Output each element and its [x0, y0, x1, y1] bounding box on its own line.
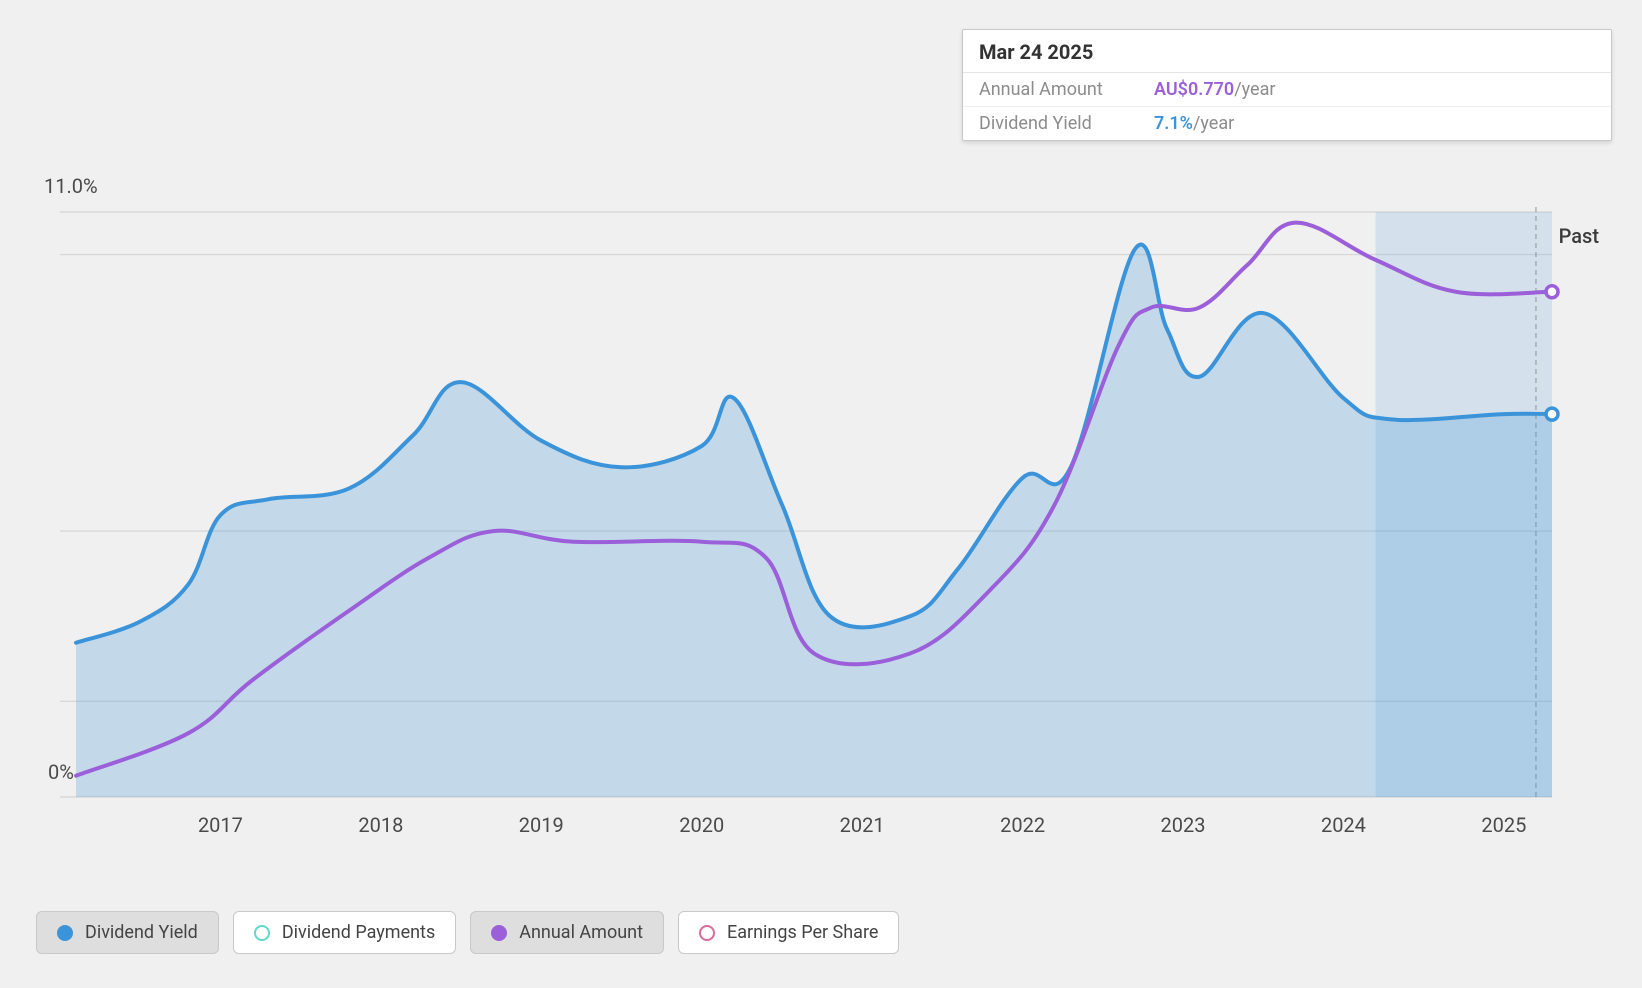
- chart-container: 2017 2018 2019 2020 2021 2022 2023 2024 2025 11.…: [0, 0, 1642, 988]
- svg-text:2024: 2024: [1321, 813, 1366, 837]
- legend-marker-icon: [699, 925, 715, 941]
- past-region-label: Past: [1559, 224, 1599, 248]
- legend-label: Earnings Per Share: [727, 922, 878, 943]
- legend-item-annual_amount[interactable]: Annual Amount: [470, 911, 664, 954]
- svg-text:2017: 2017: [198, 813, 243, 837]
- svg-text:2020: 2020: [679, 813, 724, 837]
- y-axis-min: 0%: [48, 760, 74, 784]
- legend-marker-icon: [57, 925, 73, 941]
- legend-marker-icon: [491, 925, 507, 941]
- tooltip-row-value: 7.1%/year: [1154, 113, 1234, 134]
- y-axis-max: 11.0%: [44, 174, 98, 198]
- hover-tooltip: Mar 24 2025 Annual AmountAU$0.770/yearDi…: [962, 29, 1612, 141]
- chart-svg: 2017 2018 2019 2020 2021 2022 2023 2024 2025: [0, 0, 1642, 988]
- legend-marker-icon: [254, 925, 270, 941]
- tooltip-row-label: Annual Amount: [979, 79, 1154, 100]
- svg-text:2021: 2021: [840, 813, 885, 837]
- legend-item-dividend_yield[interactable]: Dividend Yield: [36, 911, 219, 954]
- tooltip-row: Annual AmountAU$0.770/year: [963, 73, 1611, 107]
- tooltip-row-label: Dividend Yield: [979, 113, 1154, 134]
- legend-label: Dividend Payments: [282, 922, 435, 943]
- legend-label: Dividend Yield: [85, 922, 198, 943]
- svg-text:2025: 2025: [1481, 813, 1526, 837]
- svg-text:2023: 2023: [1161, 813, 1206, 837]
- svg-text:2018: 2018: [358, 813, 403, 837]
- svg-text:2019: 2019: [519, 813, 564, 837]
- legend: Dividend Yield Dividend Payments Annual Am…: [36, 911, 899, 954]
- svg-text:2022: 2022: [1000, 813, 1045, 837]
- tooltip-date: Mar 24 2025: [963, 30, 1611, 73]
- tooltip-row-value: AU$0.770/year: [1154, 79, 1275, 100]
- legend-item-eps[interactable]: Earnings Per Share: [678, 911, 899, 954]
- legend-label: Annual Amount: [519, 922, 643, 943]
- legend-item-dividend_payments[interactable]: Dividend Payments: [233, 911, 456, 954]
- tooltip-row: Dividend Yield7.1%/year: [963, 107, 1611, 140]
